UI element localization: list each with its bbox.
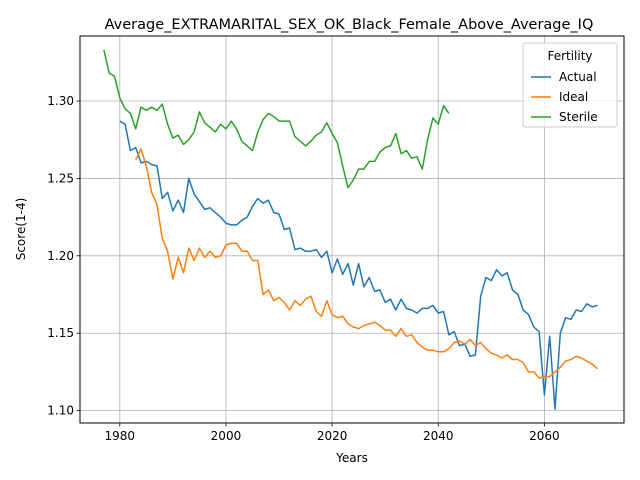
- legend-label-actual: Actual: [559, 70, 597, 84]
- y-axis: 1.10 1.15 1.20 1.25 1.30: [47, 94, 80, 418]
- chart-title: Average_EXTRAMARITAL_SEX_OK_Black_Female…: [105, 17, 594, 33]
- x-tick-label: 2020: [317, 429, 348, 443]
- legend: Fertility Actual Ideal Sterile: [522, 42, 618, 128]
- y-tick-label: 1.15: [47, 326, 74, 340]
- y-tick-label: 1.10: [47, 404, 74, 418]
- x-tick-label: 2040: [423, 429, 454, 443]
- series-layer: [103, 49, 598, 410]
- y-tick-label: 1.20: [47, 249, 74, 263]
- y-tick-label: 1.25: [47, 171, 74, 185]
- legend-box: [522, 42, 618, 128]
- x-tick-label: 2000: [211, 429, 242, 443]
- series-line-actual: [119, 120, 598, 410]
- x-tick-label: 2060: [529, 429, 560, 443]
- legend-title: Fertility: [547, 49, 592, 63]
- legend-label-sterile: Sterile: [559, 110, 598, 124]
- x-tick-label: 1980: [105, 429, 136, 443]
- x-axis: 1980 2000 2020 2040 2060: [105, 423, 560, 443]
- series-line-ideal: [135, 148, 598, 379]
- series-line-sterile: [103, 49, 450, 189]
- x-axis-label: Years: [335, 451, 368, 465]
- y-tick-label: 1.30: [47, 94, 74, 108]
- y-axis-label: Score(1-4): [14, 198, 28, 261]
- plot-frame: [79, 35, 625, 424]
- legend-label-ideal: Ideal: [559, 90, 588, 104]
